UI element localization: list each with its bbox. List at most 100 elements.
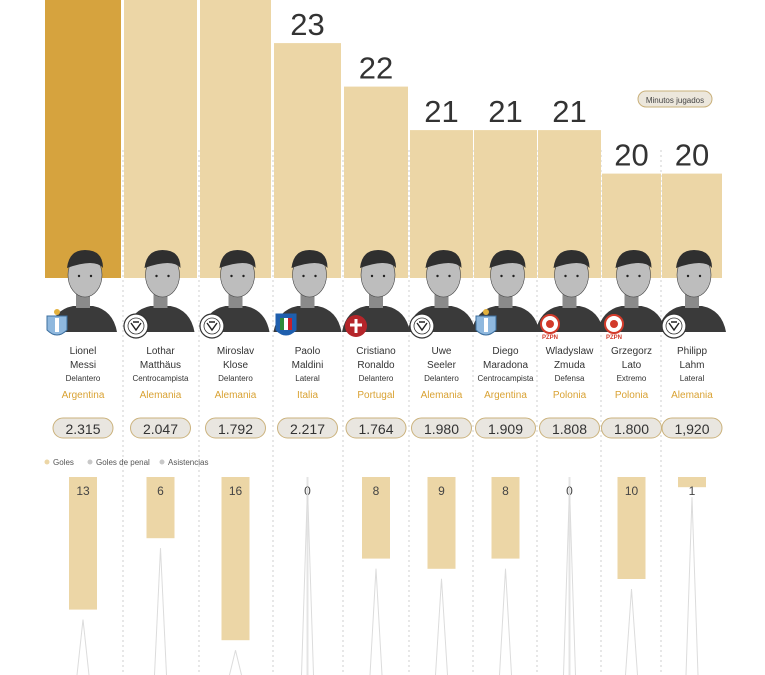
minutes-pill xyxy=(52,417,114,439)
player-last-name: Ronaldo xyxy=(357,360,395,371)
player-photo xyxy=(126,250,195,332)
goals-bar xyxy=(617,477,646,579)
player-photos: PZPN PZPN xyxy=(46,250,726,341)
player-position: Delantero xyxy=(66,374,101,383)
player-first-name: Diego xyxy=(492,346,519,357)
minutes-played-value: 1.800 xyxy=(614,421,649,437)
assists-trace xyxy=(625,588,638,675)
player-first-name: Wladyslaw xyxy=(546,346,595,357)
player-photo xyxy=(658,250,726,332)
player-country: Portugal xyxy=(357,390,394,401)
legend-penalty-swatch xyxy=(87,459,93,465)
pzpn-crest-icon: PZPN xyxy=(604,314,624,341)
goals-bar xyxy=(427,477,456,569)
minutes-pill xyxy=(345,417,407,439)
player-position: Delantero xyxy=(218,374,253,383)
minutes-pill xyxy=(411,417,472,439)
player-first-name: Cristiano xyxy=(356,346,396,357)
pzpn-crest-icon: PZPN xyxy=(540,314,560,341)
player-first-name: Lionel xyxy=(70,346,97,357)
appearances-value: 21 xyxy=(424,94,458,129)
goals-value: 9 xyxy=(438,484,445,498)
minutes-pill xyxy=(130,417,191,439)
appearances-value: 20 xyxy=(675,138,709,173)
assists-trace xyxy=(301,486,314,675)
player-last-name: Maldini xyxy=(292,360,324,371)
player-last-name: Zmuda xyxy=(554,360,586,371)
player-last-name: Klose xyxy=(223,360,248,371)
minutes-pill xyxy=(277,417,338,439)
minutes-played-value: 1.764 xyxy=(358,421,393,437)
goals-value: 10 xyxy=(625,484,639,498)
minutes-legend-pill: Minutos jugados xyxy=(637,90,713,108)
assists-trace xyxy=(563,486,576,675)
player-country: Alemania xyxy=(421,390,463,401)
goals-bar xyxy=(146,477,175,539)
minutes-played-value: 2.217 xyxy=(290,421,325,437)
goals-bar xyxy=(69,477,97,610)
player-position: Lateral xyxy=(295,374,320,383)
goals-value: 1 xyxy=(689,484,696,498)
assists-trace xyxy=(76,619,90,675)
minutes-played-value: 2.315 xyxy=(65,421,100,437)
svg-text:PZPN: PZPN xyxy=(606,335,622,341)
player-info: Lionel Messi Delantero Argentina 2.315 Lothar… xyxy=(52,346,723,439)
legend: Goles Goles de penal Asistencias xyxy=(44,458,208,467)
dfb-crest-icon xyxy=(123,313,149,339)
player-position: Lateral xyxy=(680,374,705,383)
legend-penalty-label: Goles de penal xyxy=(96,458,150,467)
appearances-value: 21 xyxy=(488,94,522,129)
appearances-bar xyxy=(344,86,408,278)
player-country: Argentina xyxy=(62,390,105,401)
appearances-bar xyxy=(124,0,197,278)
goals-bar xyxy=(678,477,706,488)
minutes-pill xyxy=(539,417,600,439)
minutes-pill xyxy=(205,417,266,439)
minutes-played-value: 1.792 xyxy=(218,421,253,437)
player-last-name: Seeler xyxy=(427,360,457,371)
player-country: Italia xyxy=(297,390,319,401)
minutes-played-value: 1.909 xyxy=(488,421,523,437)
player-position: Centrocampista xyxy=(132,374,189,383)
player-first-name: Paolo xyxy=(295,346,321,357)
goals-bar xyxy=(362,477,390,559)
minutes-pill xyxy=(661,417,723,439)
player-first-name: Uwe xyxy=(431,346,451,357)
goals-value: 13 xyxy=(76,484,90,498)
dfb-crest-icon xyxy=(199,313,225,339)
assists-trace xyxy=(685,497,699,675)
fpf-crest-icon xyxy=(345,315,367,337)
assists-trace xyxy=(369,568,383,675)
appearances-value: 20 xyxy=(614,138,648,173)
minutes-pill xyxy=(475,417,536,439)
player-last-name: Messi xyxy=(70,360,96,371)
player-position: Delantero xyxy=(424,374,459,383)
appearances-value: 22 xyxy=(359,51,393,86)
afa-crest-icon xyxy=(475,309,497,336)
player-last-name: Lahm xyxy=(679,360,704,371)
assists-trace xyxy=(229,650,242,675)
appearances-bar xyxy=(200,0,271,278)
dfb-crest-icon xyxy=(409,313,435,339)
svg-text:PZPN: PZPN xyxy=(542,335,558,341)
player-position: Extremo xyxy=(617,374,647,383)
minutes-played-value: 2.047 xyxy=(143,421,178,437)
player-position: Defensa xyxy=(555,374,585,383)
appearances-bar xyxy=(45,0,121,278)
appearances-bar xyxy=(274,43,341,278)
player-country: Alemania xyxy=(140,390,182,401)
player-country: Polonia xyxy=(553,390,587,401)
goals-value: 6 xyxy=(157,484,164,498)
player-country: Alemania xyxy=(215,390,257,401)
player-country: Argentina xyxy=(484,390,527,401)
goals-bar xyxy=(221,477,250,641)
player-first-name: Philipp xyxy=(677,346,707,357)
player-country: Alemania xyxy=(671,390,713,401)
legend-goals-swatch xyxy=(44,459,50,465)
afa-crest-icon xyxy=(46,309,68,336)
player-last-name: Matthäus xyxy=(140,360,181,371)
appearances-value: 23 xyxy=(290,7,324,42)
goals-value: 8 xyxy=(373,484,380,498)
minutes-legend-label: Minutos jugados xyxy=(646,96,704,105)
